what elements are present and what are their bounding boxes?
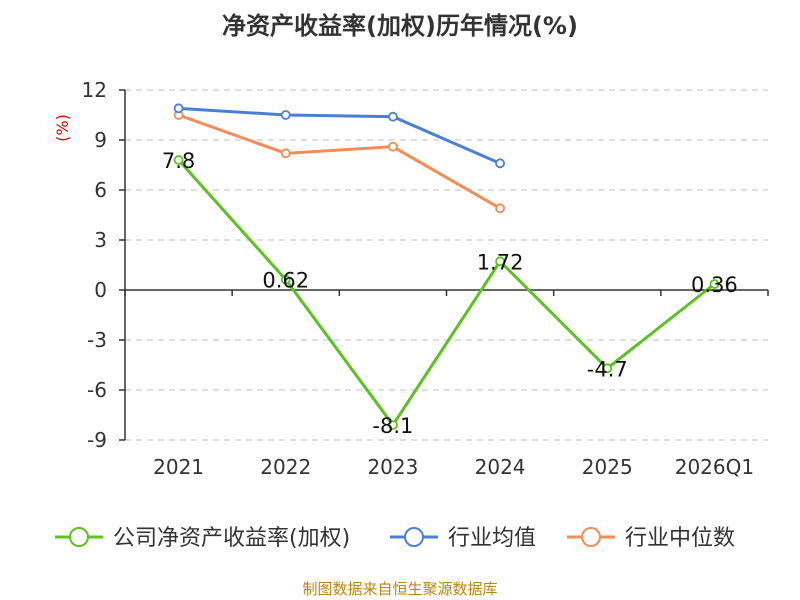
- x-tick-label: 2024: [475, 455, 526, 479]
- data-point: [280, 274, 291, 285]
- y-tick-label: 6: [94, 178, 107, 202]
- data-labels: 7.8 0.62 -8.1 1.72 -4.7 0.36: [162, 149, 738, 438]
- legend-marker-icon: [581, 527, 601, 547]
- data-point: [280, 110, 291, 120]
- x-tick-label: 2023: [367, 455, 418, 479]
- series-line-2: [178, 113, 501, 210]
- data-point: [280, 148, 291, 159]
- y-tick-label: 0: [94, 278, 107, 302]
- data-label: 0.62: [262, 269, 309, 293]
- legend-item-1[interactable]: 行业均值: [390, 526, 536, 551]
- y-tick-label: 12: [82, 78, 107, 102]
- y-axis-ticks: 12 9 6 3 0 -3 -6 -9: [82, 78, 125, 452]
- data-point: [602, 363, 613, 374]
- x-tick-label: 2021: [153, 455, 204, 479]
- data-point: [388, 420, 398, 430]
- data-label: 0.36: [691, 273, 738, 297]
- source-note: 制图数据来自恒生聚源数据库: [302, 580, 497, 598]
- data-point: [495, 203, 505, 214]
- y-tick-label: -9: [87, 428, 107, 452]
- legend-label: 行业中位数: [625, 526, 735, 551]
- data-point: [709, 279, 720, 289]
- series-line-0: [177, 158, 716, 427]
- legend-marker-icon: [69, 527, 89, 547]
- x-tick-label: 2026Q1: [675, 455, 754, 479]
- gridlines: [125, 89, 768, 441]
- data-point: [388, 111, 398, 122]
- legend-label: 行业均值: [448, 526, 536, 551]
- chart-title: 净资产收益率(加权)历年情况(%): [222, 12, 578, 40]
- x-axis-ticks: 2021 2022 2023 2024 2025 2026Q1: [153, 455, 754, 479]
- legend-item-0[interactable]: 公司净资产收益率(加权): [55, 526, 350, 551]
- data-point: [173, 103, 184, 114]
- data-label: -4.7: [587, 357, 628, 381]
- axes: [124, 90, 769, 440]
- data-point: [173, 155, 184, 165]
- data-point: [388, 141, 398, 152]
- y-tick-label: -3: [87, 328, 107, 352]
- y-axis-unit-label: (%): [53, 114, 72, 142]
- legend[interactable]: 公司净资产收益率(加权) 行业均值 行业中位数: [55, 526, 735, 551]
- series-line-1: [178, 106, 501, 165]
- y-tick-label: -6: [87, 378, 107, 402]
- data-label: -8.1: [372, 414, 413, 438]
- data-label: 1.72: [477, 250, 524, 274]
- x-tick-label: 2022: [260, 455, 311, 479]
- y-tick-label: 3: [94, 228, 107, 252]
- data-point: [495, 256, 505, 267]
- legend-label: 公司净资产收益率(加权): [113, 526, 350, 551]
- y-tick-label: 9: [94, 128, 107, 152]
- legend-item-2[interactable]: 行业中位数: [567, 526, 735, 551]
- legend-marker-icon: [404, 527, 424, 547]
- series-lines: [173, 103, 720, 430]
- x-tick-label: 2025: [582, 455, 633, 479]
- data-label: 7.8: [162, 149, 195, 173]
- data-point: [495, 158, 505, 169]
